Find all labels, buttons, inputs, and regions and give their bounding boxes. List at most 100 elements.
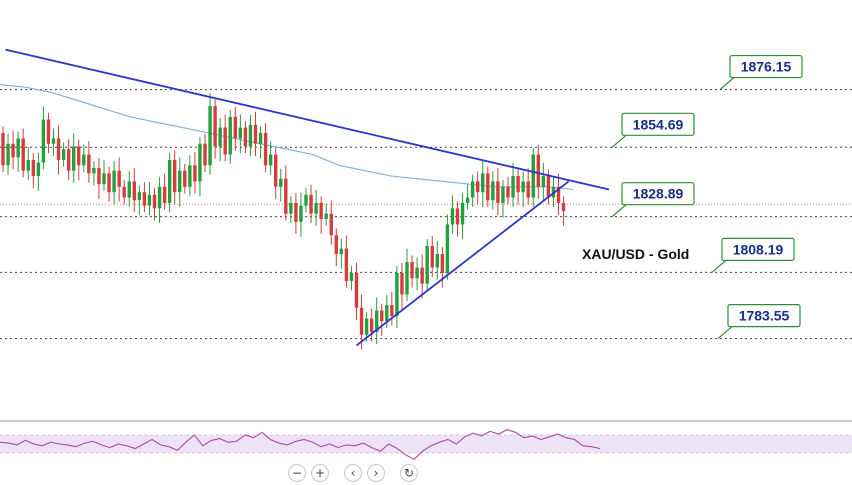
candle <box>97 158 101 199</box>
candle <box>324 203 328 226</box>
candle <box>11 130 15 170</box>
candle <box>481 160 485 207</box>
candle-body <box>31 159 35 177</box>
candle <box>51 128 56 156</box>
candle <box>339 238 344 269</box>
candle-body <box>481 173 485 193</box>
level-label-leader <box>611 204 627 218</box>
candle <box>455 201 460 237</box>
candle <box>319 196 323 234</box>
candle-body <box>162 186 167 203</box>
zoom-out-button[interactable]: − <box>288 464 306 482</box>
reset-chart-button[interactable]: ↻ <box>400 464 418 482</box>
candle-body <box>516 176 520 193</box>
candle <box>218 117 222 162</box>
candle-body <box>16 138 20 158</box>
candle <box>6 133 10 175</box>
candle <box>425 239 429 291</box>
candle-body <box>238 127 243 139</box>
candle <box>511 162 515 207</box>
candle <box>223 114 227 162</box>
candle <box>440 247 445 288</box>
candle <box>450 195 455 234</box>
level-lines <box>0 89 852 340</box>
candle-body <box>450 208 455 225</box>
zoom-in-button[interactable]: + <box>311 464 329 482</box>
candle <box>77 139 81 181</box>
candle-body <box>491 181 495 201</box>
candle-body <box>364 318 369 335</box>
candle <box>253 111 258 156</box>
candle-body <box>304 194 308 206</box>
candle <box>435 240 439 280</box>
candle-body <box>440 254 445 273</box>
candle-body <box>11 143 15 158</box>
candle-body <box>36 162 41 177</box>
level-label-box <box>721 237 795 261</box>
candle-body <box>208 106 212 166</box>
candle-body <box>56 138 61 160</box>
candle-body <box>375 310 379 333</box>
candle-body <box>546 176 551 198</box>
candle-body <box>531 154 535 198</box>
candle <box>92 161 96 186</box>
candle-body <box>521 181 525 193</box>
candle <box>294 192 298 234</box>
candle-body <box>268 154 273 166</box>
candle-body <box>87 154 91 174</box>
candle <box>117 157 121 202</box>
candle <box>460 192 465 240</box>
candle <box>395 266 399 328</box>
candle-body <box>127 181 131 198</box>
candle <box>173 149 177 205</box>
candle <box>263 123 268 173</box>
level-label-text: 1808.19 <box>733 241 784 257</box>
candle <box>203 133 207 173</box>
candle <box>208 92 212 175</box>
candle <box>486 166 490 207</box>
candle-body <box>339 248 344 255</box>
candle <box>152 188 157 221</box>
candle-body <box>420 267 424 284</box>
candle <box>233 106 237 151</box>
candle <box>314 189 318 226</box>
candle-body <box>41 119 46 163</box>
candle <box>289 196 293 224</box>
candle-body <box>157 186 162 209</box>
candle-body <box>289 202 293 214</box>
candle <box>304 188 308 213</box>
candle <box>470 174 475 207</box>
candle-body <box>51 138 56 144</box>
candle <box>400 262 404 310</box>
candle-body <box>354 272 359 308</box>
candle-body <box>46 119 51 144</box>
scroll-right-button[interactable]: › <box>367 464 385 482</box>
candle <box>334 228 338 267</box>
level-label: 1783.55 <box>717 304 801 340</box>
candle <box>521 171 525 207</box>
candle-body <box>511 176 515 198</box>
candle-body <box>324 213 328 220</box>
candle <box>279 168 283 202</box>
candle-body <box>309 194 313 214</box>
candle-body <box>152 194 157 209</box>
candle-body <box>294 202 298 222</box>
candle-body <box>334 235 338 255</box>
candle-body <box>470 181 475 198</box>
candle-body <box>253 124 258 144</box>
candle <box>248 114 253 156</box>
candle <box>506 176 510 205</box>
candle <box>36 152 41 191</box>
candle-body <box>213 106 217 147</box>
candle-body <box>369 318 374 333</box>
candle-body <box>122 186 126 198</box>
candle-body <box>61 149 66 160</box>
rsi-indicator <box>0 429 852 460</box>
candle <box>213 99 217 159</box>
candle-body <box>501 186 505 203</box>
candle <box>87 141 91 183</box>
candle-body <box>329 213 333 236</box>
candle <box>344 235 349 288</box>
scroll-left-button[interactable]: ‹ <box>344 464 362 482</box>
candle <box>188 155 192 197</box>
